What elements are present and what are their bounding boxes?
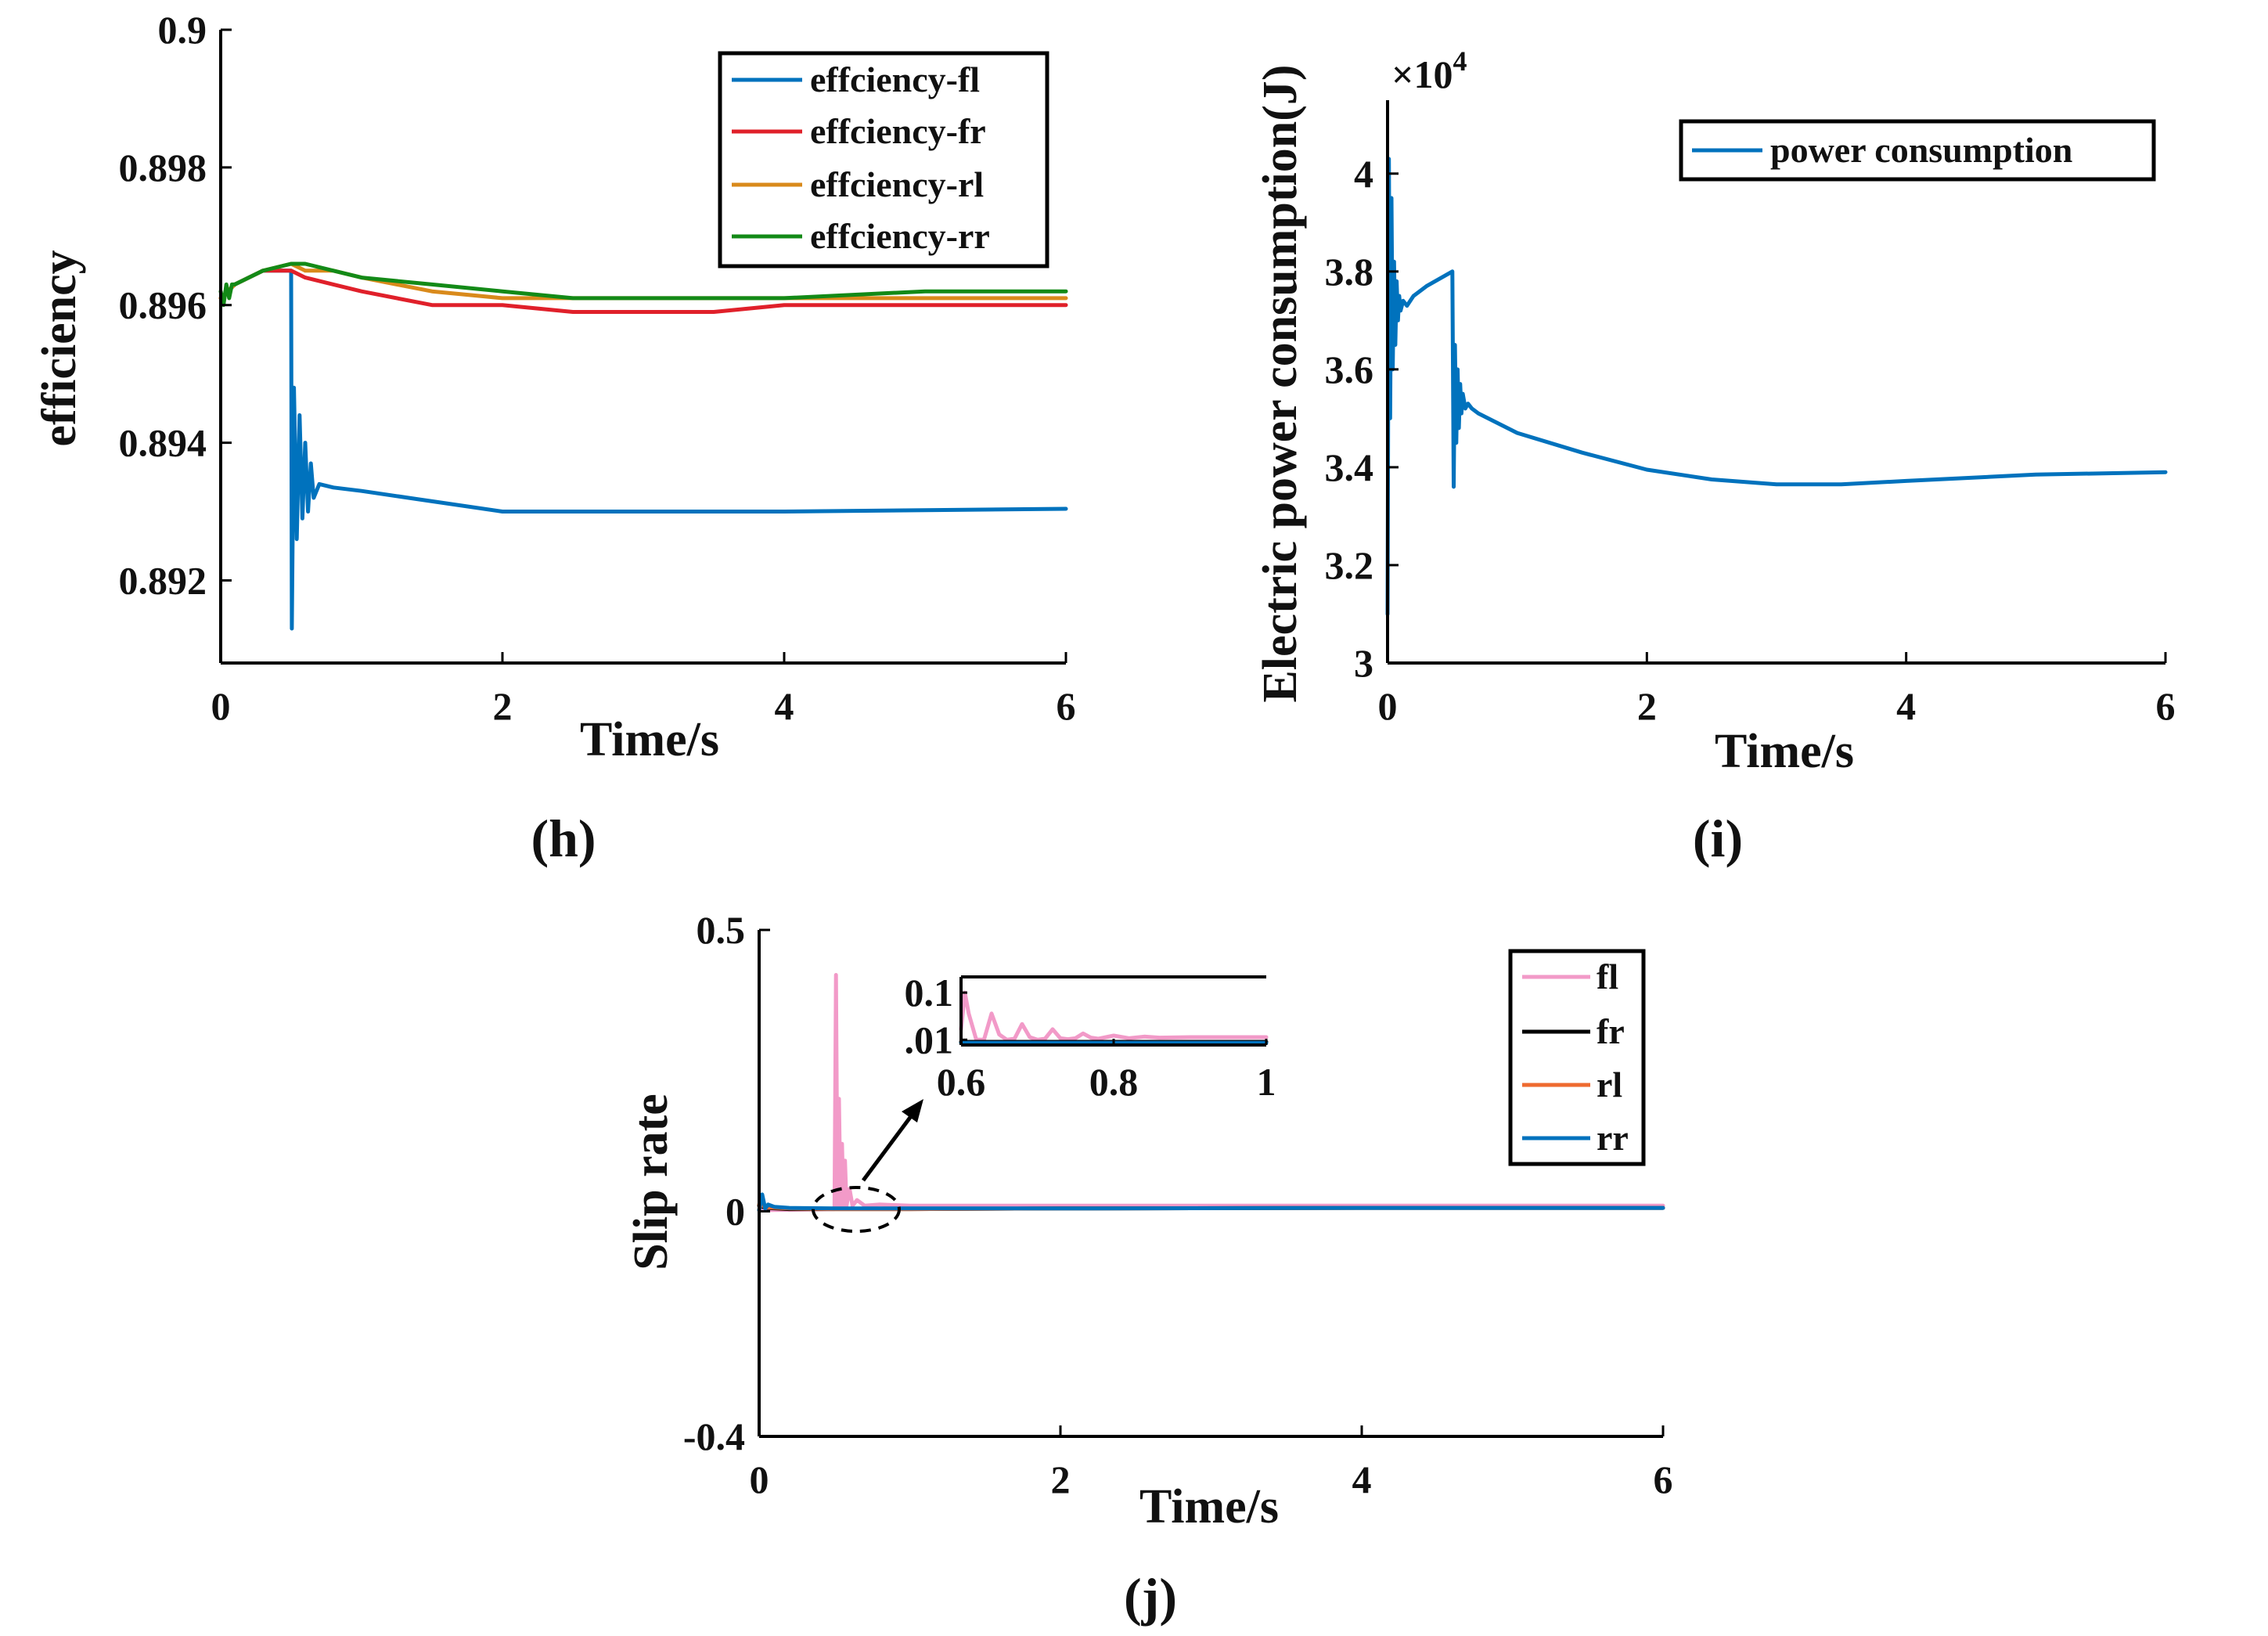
- j-legend-label-fr: fr: [1597, 1011, 1625, 1051]
- h-x-tick-label: 6: [1057, 684, 1076, 728]
- j-axes: 0 2 4 6-0.400.5: [683, 908, 1673, 1501]
- j-legend-label-fl: fl: [1597, 957, 1618, 996]
- i-y-multiplier-exponent: 4: [1453, 45, 1467, 77]
- h-series-effciency-fl: [218, 268, 1068, 631]
- j-panel-label: (j): [1124, 1567, 1177, 1627]
- jin-x-tick-label: 0.6: [937, 1060, 986, 1104]
- j-series-rr: [757, 1192, 1665, 1213]
- j-zoom-arrow-head: [902, 1099, 923, 1122]
- i-legend: power consumption: [1679, 119, 2156, 182]
- h-legend-label-fl: effciency-fl: [810, 59, 980, 99]
- h-panel-label: (h): [531, 809, 596, 868]
- h-series-effciency-fr: [218, 268, 1068, 314]
- jin-x-tick-label: 1: [1257, 1060, 1276, 1104]
- h-y-tick-label: 0.9: [158, 8, 207, 52]
- h-x-tick-label: 0: [211, 684, 231, 728]
- panel-i-power-chart: 0 2 4 6 3 3.2 3.4 3.6 3.8 4 Electric power consum…: [1254, 45, 2176, 868]
- h-x-tick-label: 4: [775, 684, 794, 728]
- i-y-tick-label: 3: [1354, 641, 1373, 685]
- j-x-axis-label: Time/s: [1139, 1480, 1279, 1533]
- h-legend-label-rr: effciency-rr: [810, 216, 990, 256]
- i-axes: 0 2 4 6 3 3.2 3.4 3.6 3.8 4: [1325, 100, 2176, 728]
- h-x-tick-label: 2: [493, 684, 513, 728]
- i-y-multiplier: ×104: [1391, 45, 1467, 96]
- h-y-tick-label: 0.896: [119, 283, 207, 327]
- j-legend-box: [1508, 949, 1646, 1166]
- h-series-effciency-rr: [218, 261, 1068, 308]
- i-y-multiplier-base: ×10: [1391, 52, 1453, 96]
- jin-series-fl: [959, 990, 1269, 1042]
- j-legend: fl fr rl rr: [1508, 949, 1646, 1166]
- j-series-fl: [757, 973, 1665, 1213]
- i-y-axis-label: Electric power consumption(J): [1254, 64, 1307, 702]
- i-legend-label-power: power consumption: [1770, 130, 2072, 170]
- i-x-tick-label: 6: [2156, 684, 2176, 728]
- h-legend: effciency-fl effciency-fr effciency-rl e…: [718, 51, 1049, 268]
- panel-j-slip-rate-chart: 0 2 4 6-0.400.5 Slip rate Time/s fl fr rl r…: [625, 908, 1673, 1627]
- h-plot-area: [218, 261, 1068, 631]
- i-y-tick-label: 3.8: [1325, 250, 1374, 294]
- j-x-tick-label: 0: [750, 1458, 769, 1501]
- i-series-power consumption: [1385, 157, 2168, 616]
- h-y-tick-label: 0.894: [119, 421, 207, 465]
- j-legend-label-rl: rl: [1597, 1065, 1622, 1104]
- j-y-axis-label: Slip rate: [625, 1094, 678, 1270]
- h-legend-label-rl: effciency-rl: [810, 164, 984, 204]
- i-x-tick-label: 4: [1896, 684, 1916, 728]
- jin-y-tick-label: .01: [905, 1018, 954, 1061]
- j-inset-plot-area: [959, 990, 1269, 1045]
- i-x-tick-label: 2: [1637, 684, 1657, 728]
- j-y-tick-label: 0: [725, 1189, 745, 1233]
- jin-y-tick-label: 0.1: [905, 971, 954, 1014]
- h-y-tick-label: 0.892: [119, 558, 207, 602]
- j-legend-label-rr: rr: [1597, 1118, 1629, 1158]
- j-zoom-region-ellipse: [812, 1186, 901, 1233]
- j-y-tick-label: -0.4: [683, 1414, 745, 1458]
- h-legend-box: [718, 51, 1049, 268]
- j-x-tick-label: 4: [1352, 1458, 1372, 1501]
- j-zoom-arrow-shaft: [861, 1108, 918, 1182]
- h-y-tick-label: 0.898: [119, 146, 207, 189]
- i-plot-area: [1385, 157, 2168, 616]
- h-axes: 0 2 4 6 0.892 0.894 0.896 0.898 0.9: [119, 8, 1076, 728]
- i-y-tick-label: 4: [1354, 152, 1373, 196]
- i-y-tick-label: 3.6: [1325, 348, 1374, 391]
- h-legend-label-fr: effciency-fr: [810, 111, 986, 151]
- jin-x-tick-label: 0.8: [1089, 1060, 1139, 1104]
- j-x-tick-label: 2: [1051, 1458, 1071, 1501]
- j-plot-area: [757, 973, 1665, 1213]
- i-y-tick-label: 3.4: [1325, 445, 1374, 489]
- i-x-tick-label: 0: [1378, 684, 1398, 728]
- i-panel-label: (i): [1693, 809, 1743, 868]
- j-x-tick-label: 6: [1654, 1458, 1673, 1501]
- j-inset-axes: 0.6 0.8 1 .010.1: [905, 971, 1276, 1104]
- j-y-tick-label: 0.5: [697, 908, 746, 952]
- h-y-axis-label: efficiency: [33, 250, 86, 446]
- j-inset-zoom-chart: 0.6 0.8 1 .010.1: [905, 971, 1276, 1104]
- h-x-axis-label: Time/s: [580, 713, 719, 766]
- i-y-tick-label: 3.2: [1325, 543, 1374, 587]
- panel-h-efficiency-chart: 0 2 4 6 0.892 0.894 0.896 0.898 0.9 efficiency T…: [33, 8, 1076, 868]
- i-x-axis-label: Time/s: [1715, 725, 1854, 778]
